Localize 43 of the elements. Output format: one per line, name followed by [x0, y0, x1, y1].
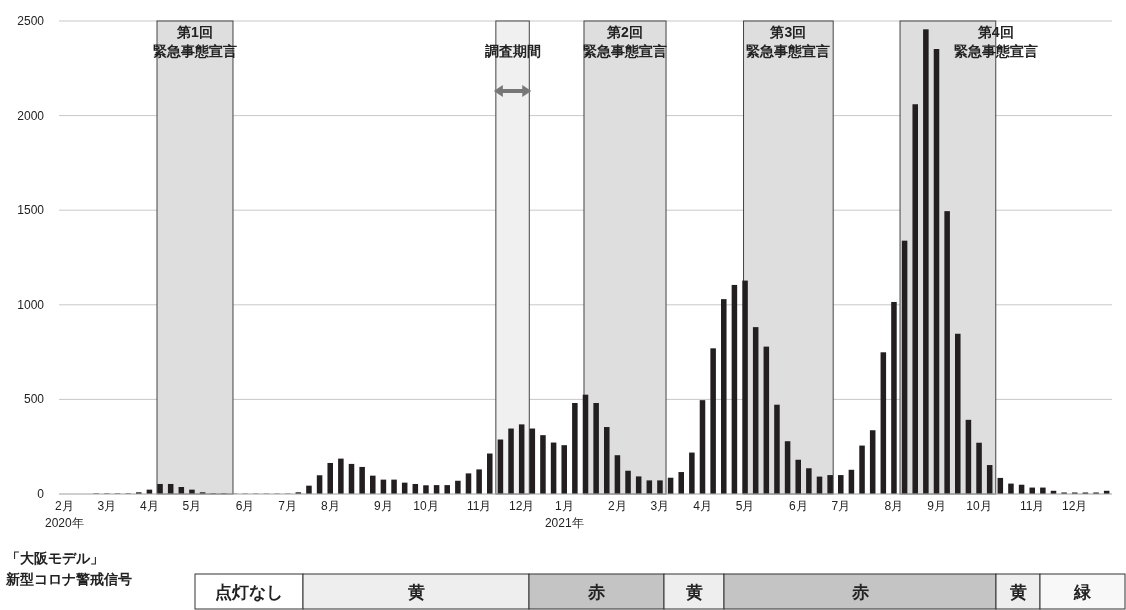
text: 黄 — [684, 583, 703, 602]
x-tick-label: 3月 — [97, 499, 117, 513]
y-tick-label: 0 — [37, 487, 45, 501]
x-tick-label: 6月 — [235, 499, 255, 513]
x-tick-label: 12月 — [1062, 499, 1088, 513]
band-label: 第1回緊急事態宣言 — [152, 24, 237, 59]
text: 2020年 — [44, 516, 84, 530]
x-tick-label: 8月 — [884, 499, 904, 513]
x-tick-label: 2月 — [608, 499, 627, 513]
text: 赤 — [587, 583, 605, 602]
x-tick-label: 12月 — [509, 499, 535, 513]
x-tick-label: 6月 — [788, 499, 808, 513]
y-tick-label: 1500 — [17, 203, 45, 218]
x-tick-label: 9月 — [374, 499, 393, 513]
text: 新型コロナ警戒信号 — [5, 571, 132, 587]
x-tick-label: 11月 — [1019, 499, 1045, 513]
y-tick-label: 1000 — [17, 297, 45, 312]
x-tick-label: 7月 — [831, 499, 851, 513]
band-label: 第2回緊急事態宣言 — [583, 24, 668, 59]
x-tick-label: 7月 — [278, 499, 298, 513]
x-tick-label: 4月 — [693, 499, 712, 513]
text: 「大阪モデル」 — [6, 550, 104, 566]
x-tick-label: 4月 — [140, 499, 159, 513]
x-tick-label: 5月 — [735, 499, 755, 513]
y-tick-label: 2000 — [17, 108, 45, 123]
band-label: 第3回緊急事態宣言 — [746, 24, 831, 59]
x-tick-label: 11月 — [466, 499, 492, 513]
text: 黄 — [406, 583, 425, 602]
x-tick-label: 10月 — [966, 499, 992, 513]
x-tick-label: 8月 — [320, 499, 340, 513]
y-tick-label: 2500 — [17, 14, 45, 28]
x-tick-label: 9月 — [927, 499, 946, 513]
text: 黄 — [1008, 583, 1027, 602]
text: 点灯なし — [215, 583, 283, 602]
y-tick-label: 500 — [23, 392, 45, 407]
x-tick-label: 1月 — [554, 499, 574, 513]
text: 緑 — [1073, 583, 1092, 602]
x-tick-label: 5月 — [182, 499, 202, 513]
x-tick-label: 3月 — [650, 499, 670, 513]
text: 2021年 — [544, 516, 584, 530]
x-tick-label: 2月 — [54, 499, 74, 513]
x-tick-label: 10月 — [413, 499, 439, 513]
text: 赤 — [850, 583, 869, 602]
